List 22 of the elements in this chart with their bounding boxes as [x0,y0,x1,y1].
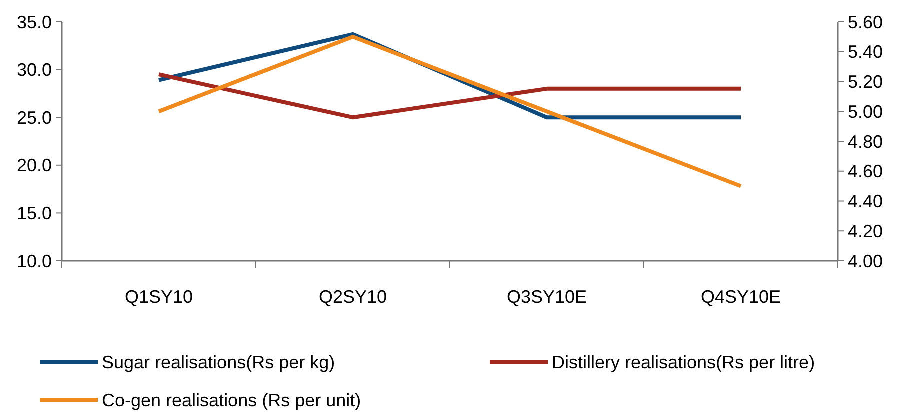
y-tick-label: 35.0 [16,12,52,32]
y2-tick-label: 5.40 [848,42,884,62]
legend-label: Distillery realisations(Rs per litre) [552,352,816,372]
y-tick-label: 15.0 [16,204,52,224]
y2-tick-label: 5.00 [848,102,884,122]
legend-label: Co-gen realisations (Rs per unit) [102,390,362,410]
legend-label: Sugar realisations(Rs per kg) [102,352,336,372]
y-tick-label: 20.0 [16,156,52,176]
y2-tick-label: 4.80 [848,132,884,152]
x-tick-label: Q3SY10E [506,287,588,307]
y2-tick-label: 5.60 [848,12,884,32]
x-tick-label: Q4SY10E [700,287,782,307]
x-tick-label: Q1SY10 [124,287,194,307]
y2-tick-label: 5.20 [848,72,884,92]
y2-tick-label: 4.40 [848,192,884,212]
x-tick-label: Q2SY10 [318,287,388,307]
y2-tick-label: 4.60 [848,162,884,182]
y-tick-label: 25.0 [16,108,52,128]
y2-tick-label: 4.20 [848,221,884,242]
y-tick-label: 10.0 [16,251,52,272]
y2-tick-label: 4.00 [848,251,884,272]
y-tick-label: 30.0 [16,60,52,80]
